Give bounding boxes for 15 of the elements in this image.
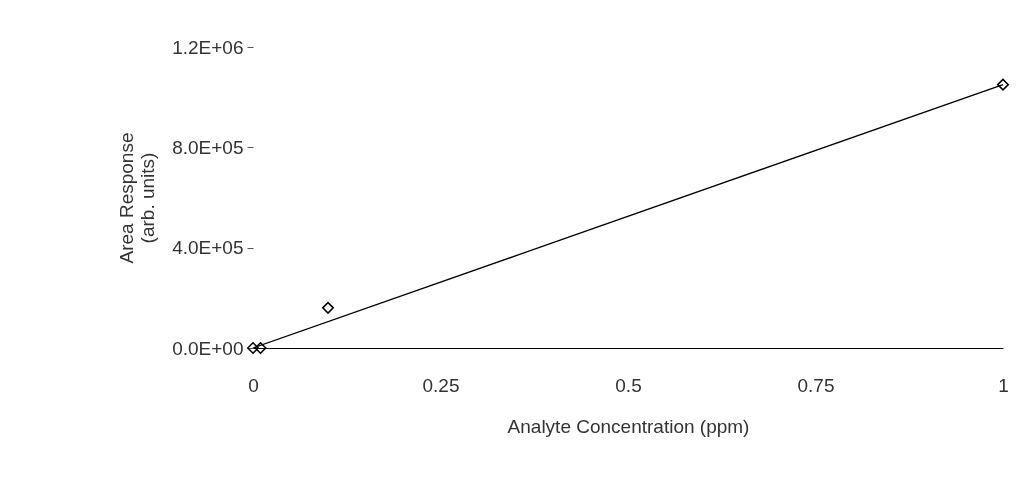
y-tick-label: 4.0E+05 [172, 237, 244, 259]
point [997, 78, 1009, 91]
x-tick-label: 0.5 [615, 374, 642, 396]
x-tick-label: 0.75 [797, 374, 835, 396]
point [247, 342, 259, 354]
y-tick-label: 0.0E+00 [172, 337, 244, 359]
x-tick-label: 1 [998, 374, 1009, 396]
y-axis-title: Area Response (arb. units) [116, 132, 159, 264]
point [322, 301, 334, 314]
y-tick-label: 8.0E+05 [172, 136, 244, 158]
point [254, 342, 267, 354]
y-tick-label: 1.2E+06 [172, 36, 244, 58]
x-tick-label: 0 [248, 374, 259, 396]
x-axis-title: Analyte Concentration (ppm) [507, 415, 750, 437]
x-tick-label: 0.25 [422, 374, 460, 396]
